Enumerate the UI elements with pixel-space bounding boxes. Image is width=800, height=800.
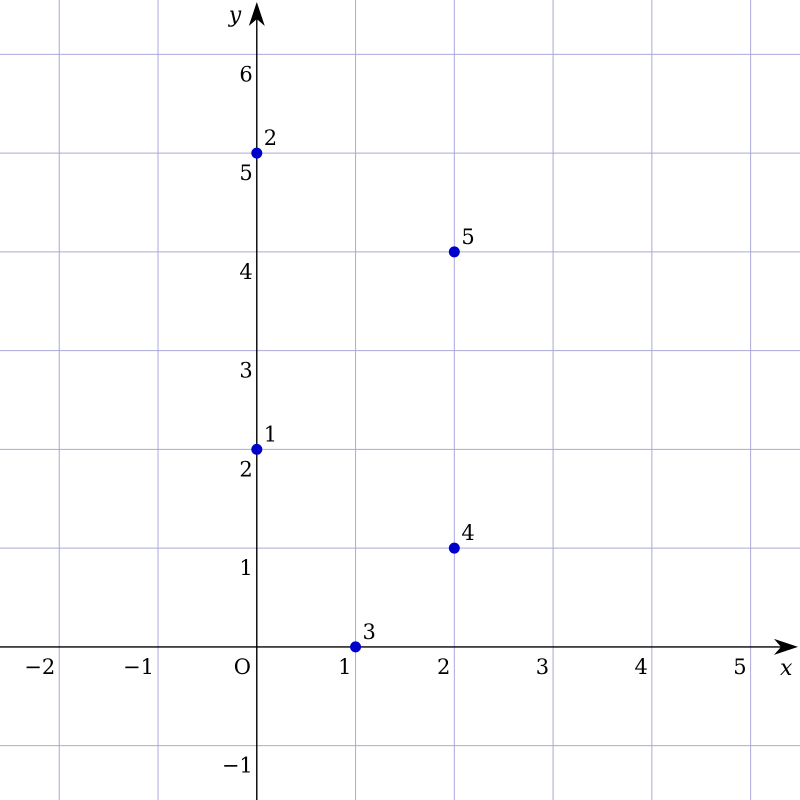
x-tick-label: 3 — [536, 655, 549, 679]
x-tick-label: −2 — [24, 655, 55, 679]
data-points: 1 2 3 4 5 — [251, 126, 475, 653]
x-tick-label: −1 — [123, 655, 154, 679]
x-tick-label: 2 — [437, 655, 450, 679]
x-axis-arrow-icon — [774, 638, 798, 655]
x-axis-label: x — [780, 656, 793, 681]
y-tick-label: 2 — [239, 457, 252, 481]
x-tick-label: 5 — [733, 655, 746, 679]
data-point-label: 1 — [264, 422, 277, 446]
data-point — [251, 147, 263, 159]
y-axis-label: y — [228, 3, 242, 28]
data-point-label: 4 — [461, 521, 474, 545]
data-point — [448, 542, 460, 554]
y-tick-label: −1 — [222, 754, 253, 778]
data-point — [350, 641, 362, 653]
x-tick-label: 1 — [338, 655, 351, 679]
data-point-label: 3 — [363, 620, 376, 644]
y-tick-label: 3 — [239, 359, 252, 383]
origin-label: O — [234, 655, 251, 679]
data-point-label: 5 — [461, 225, 474, 249]
data-point — [448, 246, 460, 258]
y-tick-label: 6 — [239, 62, 252, 86]
data-point-label: 2 — [264, 126, 277, 150]
y-tick-label: 1 — [239, 556, 252, 580]
y-axis-arrow-icon — [248, 2, 265, 26]
y-tick-label: 4 — [239, 260, 252, 284]
data-point — [251, 443, 263, 455]
x-tick-label: 4 — [634, 655, 647, 679]
y-tick-label: 5 — [239, 161, 252, 185]
